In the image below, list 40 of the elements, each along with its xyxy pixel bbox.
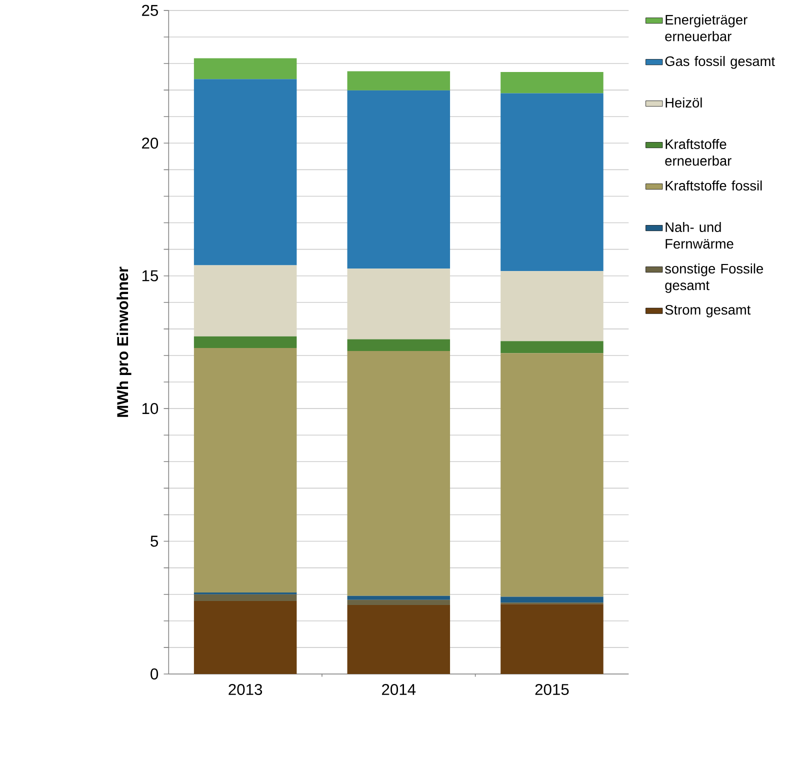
legend-label: Energieträger erneuerbar (665, 14, 748, 42)
bar (347, 339, 450, 351)
x-tick-label: 2015 (535, 684, 569, 695)
legend-label: Gas fossil gesamt (665, 56, 775, 69)
y-axis-title: MWh pro Einwohner (116, 266, 132, 417)
bar (194, 58, 297, 79)
bar (500, 72, 604, 93)
bar (500, 270, 604, 341)
y-tick-label: 15 (142, 270, 158, 282)
x-tick-label: 2014 (382, 684, 416, 695)
bar (347, 268, 450, 340)
bar (347, 90, 450, 268)
y-tick-label: 20 (142, 137, 158, 148)
bar (500, 604, 604, 674)
bar (500, 596, 604, 602)
legend-label: Strom gesamt (665, 304, 751, 318)
bar (347, 604, 450, 674)
y-tick-label: 10 (142, 402, 158, 414)
bar (194, 348, 297, 592)
legend-label: Heizöl (666, 97, 702, 108)
legend-label: Kraftstoffe erneuerbar (665, 138, 732, 166)
bar (347, 350, 450, 596)
x-tick-label: 2013 (228, 684, 262, 695)
bar (347, 596, 450, 600)
bar (500, 352, 604, 596)
legend-label: sonstige Fossile gesamt (665, 263, 764, 293)
y-tick-label: 5 (150, 536, 158, 546)
legend-label: Kraftstoffe fossil (666, 180, 762, 190)
y-tick-label: 25 (142, 4, 158, 16)
y-tick-label: 0 (150, 668, 158, 680)
bar (347, 600, 450, 605)
bar (194, 594, 297, 601)
bar (194, 600, 297, 674)
legend-label: Nah- und Fernwärme (666, 222, 734, 248)
bar (194, 336, 297, 348)
bar (347, 70, 450, 90)
bar (500, 340, 604, 353)
bar (194, 264, 297, 336)
bar (194, 78, 297, 265)
bar (500, 93, 604, 271)
